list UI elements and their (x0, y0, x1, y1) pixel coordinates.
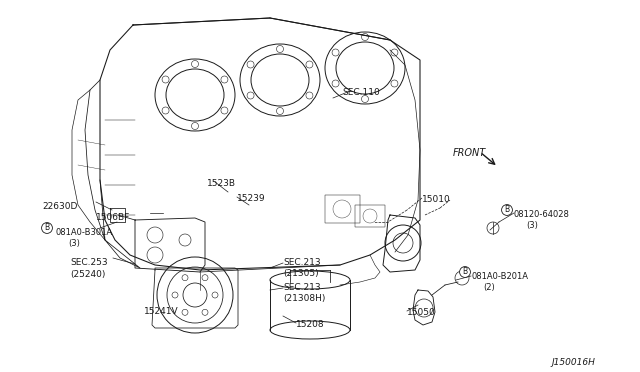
Text: 081A0-B201A: 081A0-B201A (471, 272, 528, 281)
Text: B: B (504, 205, 509, 215)
Text: SEC.253: SEC.253 (70, 258, 108, 267)
Text: 22630D: 22630D (42, 202, 77, 211)
Bar (325, 195, 360, 223)
Text: (21308H): (21308H) (283, 294, 325, 303)
Text: (3): (3) (68, 239, 80, 248)
Text: 15241V: 15241V (144, 307, 179, 316)
Text: 15050: 15050 (407, 308, 436, 317)
Bar (355, 205, 385, 227)
Text: 15239: 15239 (237, 194, 266, 203)
Text: 15208: 15208 (296, 320, 324, 329)
Text: 08120-64028: 08120-64028 (514, 210, 570, 219)
Text: J150016H: J150016H (551, 358, 595, 367)
Text: 15010: 15010 (422, 195, 451, 204)
Text: SEC.110: SEC.110 (342, 88, 380, 97)
Text: 1523B: 1523B (207, 179, 236, 188)
Text: 081A0-B301A: 081A0-B301A (55, 228, 112, 237)
Text: SEC.213: SEC.213 (283, 283, 321, 292)
Text: B: B (44, 224, 49, 232)
Text: 1506BF: 1506BF (96, 213, 131, 222)
Text: (25240): (25240) (70, 270, 106, 279)
Text: (2): (2) (483, 283, 495, 292)
Text: SEC.213: SEC.213 (283, 258, 321, 267)
Text: (21305): (21305) (283, 269, 319, 278)
Text: (3): (3) (526, 221, 538, 230)
Text: B: B (463, 267, 468, 276)
Text: FRONT: FRONT (453, 148, 486, 158)
